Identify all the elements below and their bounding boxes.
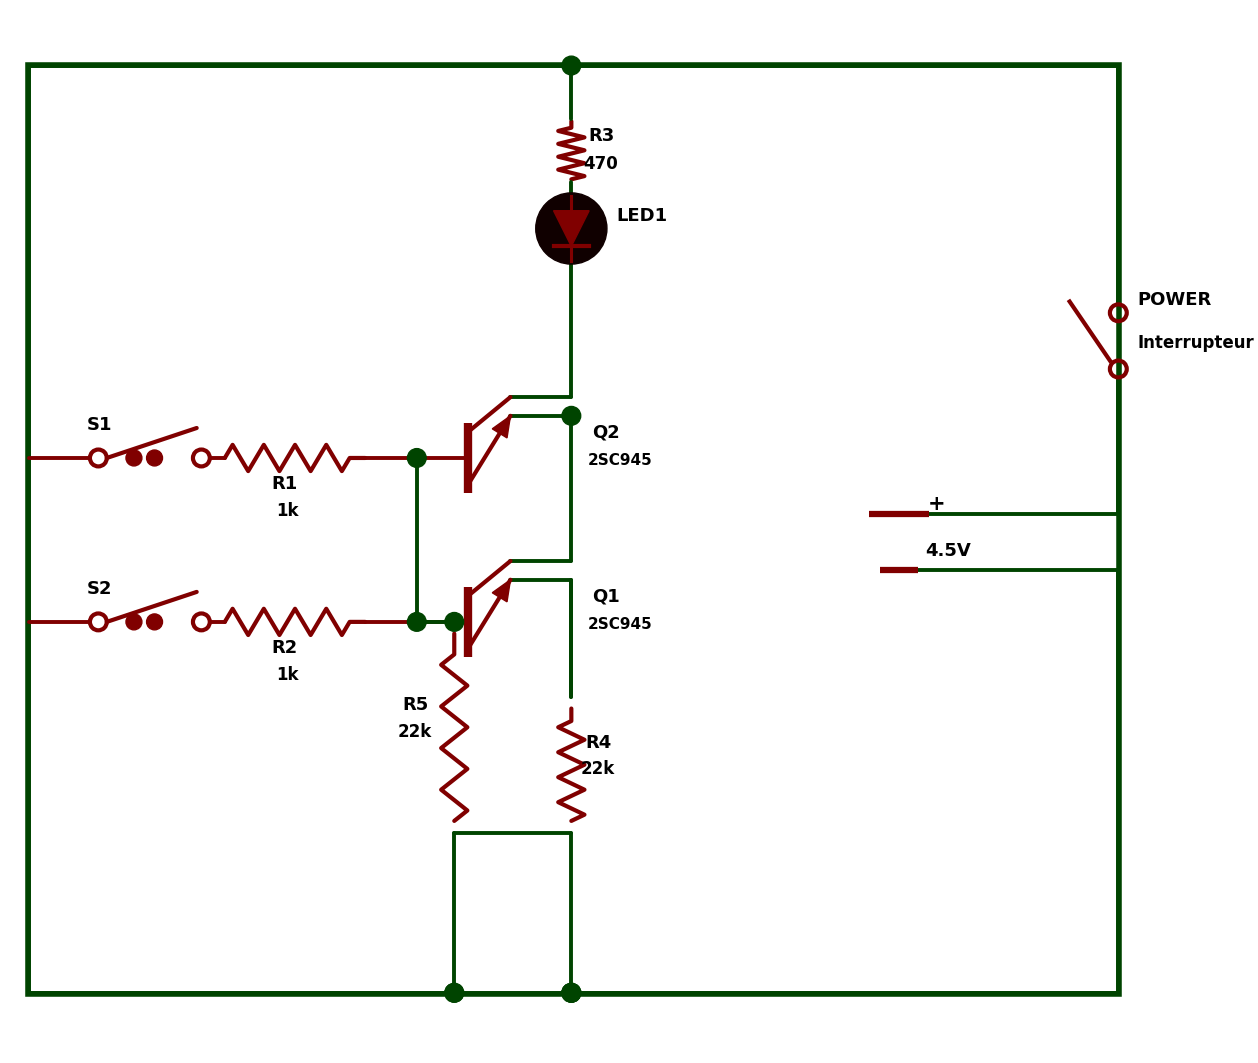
Polygon shape xyxy=(492,416,511,438)
Text: LED1: LED1 xyxy=(616,207,668,225)
Text: S2: S2 xyxy=(87,579,113,597)
Circle shape xyxy=(445,612,464,631)
Circle shape xyxy=(562,983,581,1002)
Text: 22k: 22k xyxy=(581,760,615,778)
Text: R3: R3 xyxy=(589,126,614,145)
Circle shape xyxy=(147,614,162,630)
Circle shape xyxy=(147,450,162,466)
Polygon shape xyxy=(554,210,589,247)
Circle shape xyxy=(562,983,581,1002)
Text: Q1: Q1 xyxy=(593,587,620,605)
Circle shape xyxy=(445,983,464,1002)
Text: R1: R1 xyxy=(272,475,298,493)
Text: R2: R2 xyxy=(272,639,298,657)
Text: 1k: 1k xyxy=(277,502,299,520)
Circle shape xyxy=(445,983,464,1002)
Polygon shape xyxy=(492,579,511,602)
Circle shape xyxy=(562,983,581,1002)
Circle shape xyxy=(562,406,581,425)
Circle shape xyxy=(536,192,606,264)
Circle shape xyxy=(408,612,426,631)
Circle shape xyxy=(126,614,142,630)
Text: 1k: 1k xyxy=(277,665,299,684)
Text: POWER: POWER xyxy=(1137,291,1211,309)
Text: 2SC945: 2SC945 xyxy=(589,618,653,632)
Text: 4.5V: 4.5V xyxy=(926,542,971,560)
Text: 22k: 22k xyxy=(398,723,433,741)
Text: +: + xyxy=(927,494,945,514)
Circle shape xyxy=(562,56,581,74)
Text: 2SC945: 2SC945 xyxy=(589,454,653,469)
Circle shape xyxy=(126,450,142,466)
Text: 470: 470 xyxy=(584,155,618,173)
Text: R5: R5 xyxy=(403,696,429,714)
Text: Q2: Q2 xyxy=(593,423,620,441)
Circle shape xyxy=(408,449,426,468)
Text: S1: S1 xyxy=(87,416,113,434)
Text: Interrupteur: Interrupteur xyxy=(1137,335,1254,353)
Text: R4: R4 xyxy=(585,733,611,752)
